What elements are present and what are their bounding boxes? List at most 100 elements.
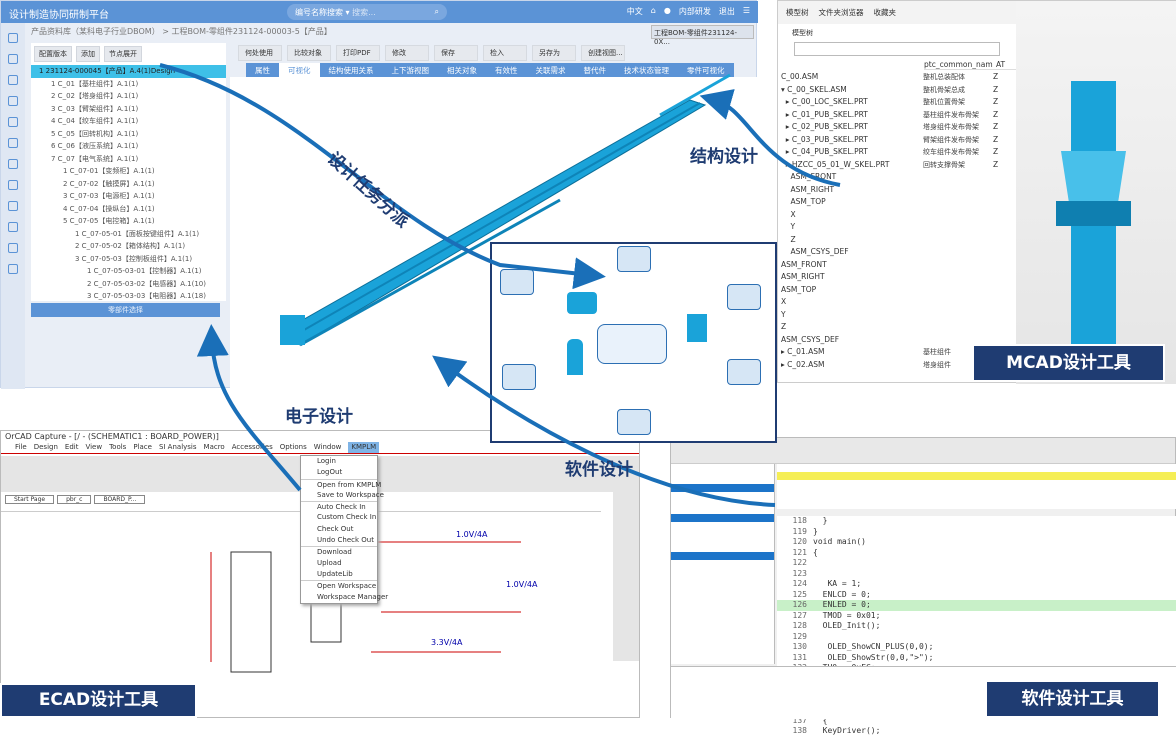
code-line[interactable]: 129 (777, 632, 1176, 643)
column-common-name[interactable]: ptc_common_nam (924, 60, 993, 69)
model-tree-row[interactable]: ▸ C_03_PUB_SKEL.PRT 臂架组件发布骨架 Z (781, 135, 1014, 148)
model-tree-row[interactable]: ▸ C_01.ASM 基柱组件 (781, 347, 1014, 360)
tab-model-tree[interactable]: 模型树 (786, 8, 809, 17)
tree-node[interactable]: 6 C_06【液压系统】A.1(1) (51, 142, 139, 150)
tab-favorites[interactable]: 收藏夹 (873, 8, 897, 17)
menu-item[interactable]: Open Workspace (301, 580, 377, 591)
model-tree-row[interactable]: ▸ C_02.ASM 塔身组件 (781, 360, 1014, 373)
action-button[interactable]: 打印PDF (336, 45, 380, 61)
tab-item[interactable]: 可视化 (279, 63, 320, 78)
nav-icon[interactable] (8, 117, 18, 127)
tree-filter-input[interactable] (794, 42, 1000, 56)
nav-icon[interactable] (8, 222, 18, 232)
tree-node[interactable]: 1 C_07-01【变频柜】A.1(1) (63, 167, 155, 175)
nav-icon[interactable] (8, 75, 18, 85)
menu-item[interactable]: LogOut (317, 468, 343, 477)
tab-item[interactable]: 属性 (255, 66, 270, 75)
doc-tab[interactable]: pbr_c (57, 495, 92, 504)
model-tree-row[interactable]: ASM_CSYS_DEF (781, 335, 1014, 348)
code-line[interactable]: 126 ENLED = 0; (777, 600, 1176, 611)
search-type[interactable]: 编号名称搜索 ▾ (295, 8, 350, 17)
tree-node[interactable]: 4 C_04【绞车组件】A.1(1) (51, 117, 139, 125)
code-line[interactable]: 118 } (777, 516, 1176, 527)
code-line[interactable]: 119} (777, 527, 1176, 538)
nav-icon[interactable] (8, 180, 18, 190)
version-select[interactable]: 配置版本 (34, 46, 72, 62)
menu-item[interactable]: Download (301, 546, 377, 557)
tab-item[interactable]: 零件可视化 (687, 66, 725, 75)
nav-icon[interactable] (8, 54, 18, 64)
menu-item[interactable]: Custom Check In (317, 513, 377, 522)
menu-design[interactable]: Design (33, 443, 58, 451)
nav-icon[interactable] (8, 243, 18, 253)
action-button[interactable]: 另存为 (532, 45, 576, 61)
menu-item[interactable]: UpdateLib (317, 569, 353, 578)
code-line[interactable]: 130 OLED_ShowCN_PLUS(0,0); (777, 642, 1176, 653)
model-tree-row[interactable]: ▸ C_00_LOC_SKEL.PRT 整机位置骨架 Z (781, 97, 1014, 110)
model-tree-row[interactable]: ASM_RIGHT (781, 272, 1014, 285)
nav-icon[interactable] (8, 138, 18, 148)
menu-item[interactable]: Save to Workspace (317, 490, 384, 499)
tree-node[interactable]: 7 C_07【电气系统】A.1(1) (51, 154, 139, 163)
nav-icon[interactable] (8, 33, 18, 43)
tree-node[interactable]: 2 C_07-05-03-02【电感器】A.1(10) (87, 279, 206, 288)
model-tree-row[interactable]: ASM_FRONT (781, 260, 1014, 273)
register-row-selected[interactable] (671, 514, 774, 522)
menu-item[interactable]: Login (317, 457, 336, 465)
register-row-selected[interactable] (671, 552, 774, 560)
model-tree-row[interactable]: Z (781, 322, 1014, 335)
tree-node[interactable]: 3 C_07-03【电源柜】A.1(1) (63, 192, 155, 200)
model-tree-row[interactable]: ▸ C_04_PUB_SKEL.PRT 绞车组件发布骨架 Z (781, 147, 1014, 160)
expand-button[interactable]: 节点展开 (104, 46, 142, 62)
part-select-bar[interactable]: 零部件选择 (31, 303, 220, 317)
model-tree-row[interactable]: Y (781, 222, 1014, 235)
breadcrumb[interactable]: 产品资料库（某科电子行业DBOM） > 工程BOM-零组件231124-0000… (31, 27, 332, 36)
menu-item[interactable]: Upload (317, 558, 342, 567)
doc-tab[interactable]: BOARD_P... (94, 495, 146, 504)
tree-node[interactable]: 2 C_02【塔身组件】A.1(1) (51, 92, 139, 100)
menu-accessories[interactable]: Accessories (231, 443, 273, 451)
code-line[interactable]: 120 void main() (777, 537, 1176, 548)
menu-item[interactable]: Open from KMPLM (301, 478, 381, 490)
tree-node[interactable]: 1 C_07-05-03-01【控制器】A.1(1) (87, 267, 202, 275)
menu-macro[interactable]: Macro (203, 443, 225, 451)
model-tree-row[interactable]: ASM_RIGHT (781, 185, 1014, 198)
home-icon[interactable]: ⌂ (650, 6, 656, 15)
tree-node[interactable]: 3 C_03【臂架组件】A.1(1) (51, 104, 139, 113)
tab-item[interactable]: 上下游视图 (391, 66, 430, 75)
model-tree-row[interactable]: X (781, 297, 1014, 310)
model-tree-row[interactable]: X (781, 210, 1014, 223)
action-button[interactable]: 检入 (483, 45, 527, 61)
model-tree-row[interactable]: ASM_TOP (781, 197, 1014, 210)
user-icon[interactable]: ● (663, 6, 671, 15)
document-select[interactable]: 工程BOM-零组件231124-0X... (651, 25, 754, 46)
nav-icon[interactable] (8, 96, 18, 106)
tab-item[interactable]: 替代件 (583, 66, 607, 75)
menu-item[interactable]: Undo Check Out (317, 536, 374, 545)
menu-options[interactable]: Options (279, 443, 307, 451)
model-tree-row[interactable]: ASM_TOP (781, 285, 1014, 298)
code-line[interactable]: 127 TMOD = 0x01; (777, 611, 1176, 622)
code-line[interactable]: 121 { (777, 548, 1176, 559)
model-tree-row[interactable]: C_00.ASM 整机总装配体 Z (781, 72, 1014, 85)
model-tree-row[interactable]: ▸ C_02_PUB_SKEL.PRT 塔身组件发布骨架 Z (781, 122, 1014, 135)
action-button[interactable]: 修改 (385, 45, 429, 61)
tab-item[interactable]: 技术状态管理 (624, 66, 669, 75)
menu-window[interactable]: Window (313, 443, 342, 451)
code-line[interactable]: 123 (777, 569, 1176, 580)
language-link[interactable]: 中文 (626, 7, 643, 16)
tree-node[interactable]: 4 C_07-04【操纵台】A.1(1) (63, 204, 155, 213)
doc-tab[interactable]: Start Page (5, 495, 55, 504)
menu-kmplm[interactable]: KMPLM (348, 442, 380, 453)
search-box[interactable]: 编号名称搜索 ▾ 搜索... ⌕ (287, 4, 447, 20)
code-line[interactable]: 131 OLED_ShowStr(0,0,">"); (777, 653, 1176, 664)
nav-icon[interactable] (8, 201, 18, 211)
tree-node[interactable]: 2 C_07-02【触摸屏】A.1(1) (63, 179, 155, 188)
place-palette[interactable] (613, 491, 639, 661)
tree-node[interactable]: 2 C_07-05-02【箱体结构】A.1(1) (75, 242, 186, 250)
action-button[interactable]: 保存 (434, 45, 478, 61)
tree-node[interactable]: 5 C_07-05【电控箱】A.1(1) (63, 217, 155, 225)
search-icon[interactable]: ⌕ (434, 7, 439, 16)
menu-view[interactable]: View (85, 443, 103, 451)
model-tree-row[interactable]: ▸ C_01_PUB_SKEL.PRT 基柱组件发布骨架 Z (781, 110, 1014, 123)
